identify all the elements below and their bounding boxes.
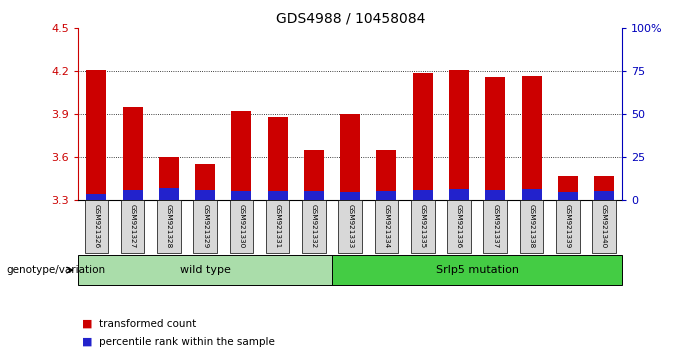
Text: GSM921332: GSM921332 (311, 205, 317, 249)
Text: GSM921331: GSM921331 (275, 205, 281, 249)
Text: transformed count: transformed count (99, 319, 196, 329)
Bar (340, 192, 360, 200)
Text: GSM921327: GSM921327 (130, 205, 135, 249)
Bar (375, 200, 398, 253)
Bar (522, 189, 541, 200)
Bar (556, 200, 579, 253)
Bar (449, 70, 469, 200)
Bar (304, 150, 324, 200)
Text: GSM921336: GSM921336 (456, 205, 462, 249)
Bar (447, 200, 471, 253)
Text: GSM921339: GSM921339 (565, 205, 571, 249)
Bar (486, 190, 505, 200)
Bar (520, 200, 543, 253)
Bar (332, 255, 622, 285)
Bar (339, 200, 362, 253)
Text: ■: ■ (82, 337, 92, 347)
Bar (195, 164, 215, 200)
Bar (268, 190, 288, 200)
Bar (377, 190, 396, 200)
Bar (122, 107, 143, 200)
Bar (558, 176, 578, 200)
Bar (231, 192, 252, 200)
Bar (78, 255, 332, 285)
Bar (157, 200, 181, 253)
Text: ■: ■ (82, 319, 92, 329)
Text: GSM921340: GSM921340 (601, 205, 607, 249)
Bar (594, 192, 614, 200)
Text: wild type: wild type (180, 265, 231, 275)
Text: genotype/variation: genotype/variation (7, 265, 106, 275)
Text: GSM921326: GSM921326 (93, 205, 99, 249)
Bar (231, 111, 252, 200)
Title: GDS4988 / 10458084: GDS4988 / 10458084 (275, 12, 425, 26)
Bar (302, 200, 326, 253)
Bar (268, 117, 288, 200)
Text: GSM921338: GSM921338 (528, 205, 534, 249)
Bar (304, 192, 324, 200)
Text: GSM921328: GSM921328 (166, 205, 172, 249)
Bar (159, 188, 179, 200)
Bar (121, 200, 144, 253)
Bar (522, 75, 541, 200)
Bar (411, 200, 435, 253)
Bar (266, 200, 290, 253)
Text: GSM921334: GSM921334 (384, 205, 390, 249)
Bar (340, 114, 360, 200)
Text: percentile rank within the sample: percentile rank within the sample (99, 337, 275, 347)
Bar (558, 192, 578, 200)
Text: GSM921335: GSM921335 (420, 205, 426, 249)
Bar (486, 77, 505, 200)
Bar (86, 194, 106, 200)
Bar (377, 150, 396, 200)
Text: GSM921330: GSM921330 (239, 205, 244, 249)
Bar (413, 73, 432, 200)
Bar (592, 200, 616, 253)
Bar (84, 200, 108, 253)
Text: GSM921337: GSM921337 (492, 205, 498, 249)
Bar (193, 200, 217, 253)
Bar (195, 190, 215, 200)
Bar (413, 190, 432, 200)
Bar (449, 189, 469, 200)
Text: Srlp5 mutation: Srlp5 mutation (436, 265, 519, 275)
Text: GSM921329: GSM921329 (202, 205, 208, 249)
Bar (122, 190, 143, 200)
Bar (230, 200, 253, 253)
Bar (594, 176, 614, 200)
Bar (483, 200, 507, 253)
Bar (159, 157, 179, 200)
Bar (86, 70, 106, 200)
Text: GSM921333: GSM921333 (347, 205, 353, 249)
